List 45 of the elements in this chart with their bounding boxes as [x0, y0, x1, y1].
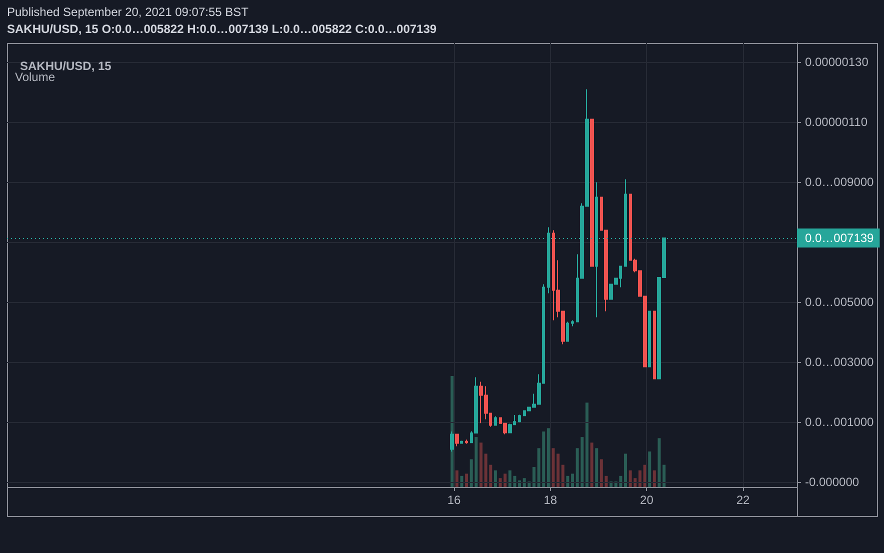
candlestick — [648, 310, 651, 368]
bar — [494, 470, 497, 487]
candlestick — [460, 440, 463, 444]
bar — [532, 467, 536, 487]
y-tick-label: 0.0…003000 — [805, 355, 874, 370]
bar — [658, 438, 661, 487]
candlestick — [653, 310, 656, 380]
y-tick-label: -0.000000 — [805, 475, 860, 490]
y-tick-label: 0.00000110 — [805, 115, 868, 130]
bar — [546, 428, 550, 487]
x-tick-label: 22 — [736, 493, 750, 507]
text: Published September 20, 2021 09:07:55 BST — [7, 5, 250, 19]
bar — [460, 476, 464, 487]
bar — [648, 451, 652, 487]
x-tick-label: 20 — [640, 493, 654, 507]
y-tick-label: 0.0…005000 — [805, 295, 874, 310]
bar — [455, 470, 458, 487]
y-tick-label: 0.0…009000 — [805, 175, 874, 190]
annotation: Volume — [15, 70, 56, 84]
candlestick — [571, 320, 574, 327]
y-tick-label: 0.0…001000 — [805, 415, 874, 430]
text: SAKHU/USD, 15 — [20, 59, 112, 73]
bar — [566, 476, 570, 487]
bar — [465, 474, 468, 487]
bar — [561, 464, 564, 487]
y-tick-label: 0.00000130 — [805, 55, 869, 70]
candlestick — [465, 439, 468, 444]
candlestick — [566, 321, 569, 342]
candlestick — [494, 416, 497, 426]
bar — [590, 442, 594, 487]
candlestick — [455, 434, 459, 447]
bar — [595, 448, 598, 487]
bar — [571, 474, 574, 487]
ref-line-label: 0.0…007139 — [805, 231, 874, 246]
bar — [624, 454, 628, 487]
candlestick — [590, 118, 594, 267]
text: SAKHU/USD, 15 O:0.0…005822 H:0.0…007139 L:0.0…005822 C:0.0…007139 — [7, 22, 437, 36]
x-tick-label: 16 — [447, 493, 462, 507]
bar — [638, 470, 642, 487]
bar — [480, 442, 482, 487]
bar — [662, 464, 666, 487]
x-tick-label: 18 — [544, 493, 558, 507]
bar — [585, 402, 588, 487]
bar — [652, 470, 656, 487]
candlestick — [518, 414, 521, 423]
